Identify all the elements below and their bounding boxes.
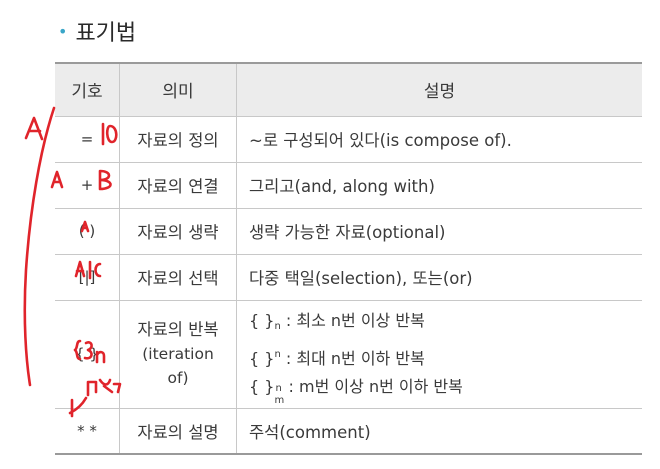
- meaning-cell: 자료의 선택: [119, 253, 237, 301]
- repeat-text: : 최소 n번 이상 반복: [285, 311, 425, 330]
- table-row: { } 자료의 반복 (iteration of) { }n : 최소 n번 이…: [55, 299, 642, 409]
- table-row: * * 자료의 설명 주석(comment): [55, 407, 642, 455]
- symbol-cell: * *: [55, 407, 120, 455]
- table-row: ( ) 자료의 생략 생략 가능한 자료(optional): [55, 207, 642, 255]
- repeat-max-line: { }n : 최대 n번 이하 반복: [249, 341, 632, 373]
- table-row: = 자료의 정의 ~로 구성되어 있다(is compose of).: [55, 115, 642, 163]
- meaning-cell: 자료의 연결: [119, 161, 237, 209]
- table-row: + 자료의 연결 그리고(and, along with): [55, 161, 642, 209]
- meaning-text: 자료의 반복: [137, 320, 219, 339]
- symbol-cell: =: [55, 115, 120, 163]
- header-meaning: 의미: [119, 62, 237, 117]
- symbol-cell: ( ): [55, 207, 120, 255]
- symbol-cell: [|]: [55, 253, 120, 301]
- ink-letter-a-margin: [24, 116, 44, 141]
- repeat-upper-script: n: [275, 383, 282, 394]
- meaning-subtext: (iteration of): [142, 345, 214, 387]
- description-cell: 주석(comment): [236, 407, 642, 455]
- header-symbol: 기호: [55, 62, 120, 117]
- repeat-subscript: n: [274, 321, 281, 332]
- meaning-cell: 자료의 정의: [119, 115, 237, 163]
- repeat-text: : m번 이상 n번 이하 반복: [288, 377, 463, 396]
- table-header-row: 기호 의미 설명: [55, 62, 642, 117]
- description-cell: { }n : 최소 n번 이상 반복 { }n : 최대 n번 이하 반복 { …: [236, 299, 642, 409]
- symbol-cell: +: [55, 161, 120, 209]
- repeat-superscript: n: [274, 349, 281, 360]
- repeat-braces: { }: [249, 311, 275, 330]
- ink-vertical-bracket: [23, 106, 56, 387]
- section-title: 표기법: [75, 21, 137, 46]
- repeat-braces: { }: [249, 377, 275, 396]
- cropped-previous-line: ▁ ▁▁▁▁ ▁ ▁▁ ▁▁▁▁▁ ▁▁ ▁▁: [60, 0, 420, 6]
- symbol-cell: { }: [55, 299, 120, 409]
- header-description: 설명: [236, 62, 642, 117]
- description-cell: 그리고(and, along with): [236, 161, 642, 209]
- repeat-min-line: { }n : 최소 n번 이상 반복: [249, 307, 632, 341]
- bullet-icon: •: [58, 21, 68, 41]
- description-cell: 생략 가능한 자료(optional): [236, 207, 642, 255]
- meaning-cell: 자료의 반복 (iteration of): [119, 299, 237, 409]
- section-heading: • 표기법: [58, 16, 136, 46]
- meaning-cell: 자료의 설명: [119, 407, 237, 455]
- table-row: [|] 자료의 선택 다중 택일(selection), 또는(or): [55, 253, 642, 301]
- repeat-text: : 최대 n번 이하 반복: [285, 349, 425, 368]
- repeat-lower-script: m: [274, 395, 285, 406]
- repeat-braces: { }: [249, 349, 275, 368]
- description-cell: 다중 택일(selection), 또는(or): [236, 253, 642, 301]
- repeat-range-line: { } n m : m번 이상 n번 이하 반복: [249, 373, 632, 406]
- meaning-cell: 자료의 생략: [119, 207, 237, 255]
- notation-table: 기호 의미 설명 = 자료의 정의 ~로 구성되어 있다(is compose …: [55, 62, 642, 455]
- description-cell: ~로 구성되어 있다(is compose of).: [236, 115, 642, 163]
